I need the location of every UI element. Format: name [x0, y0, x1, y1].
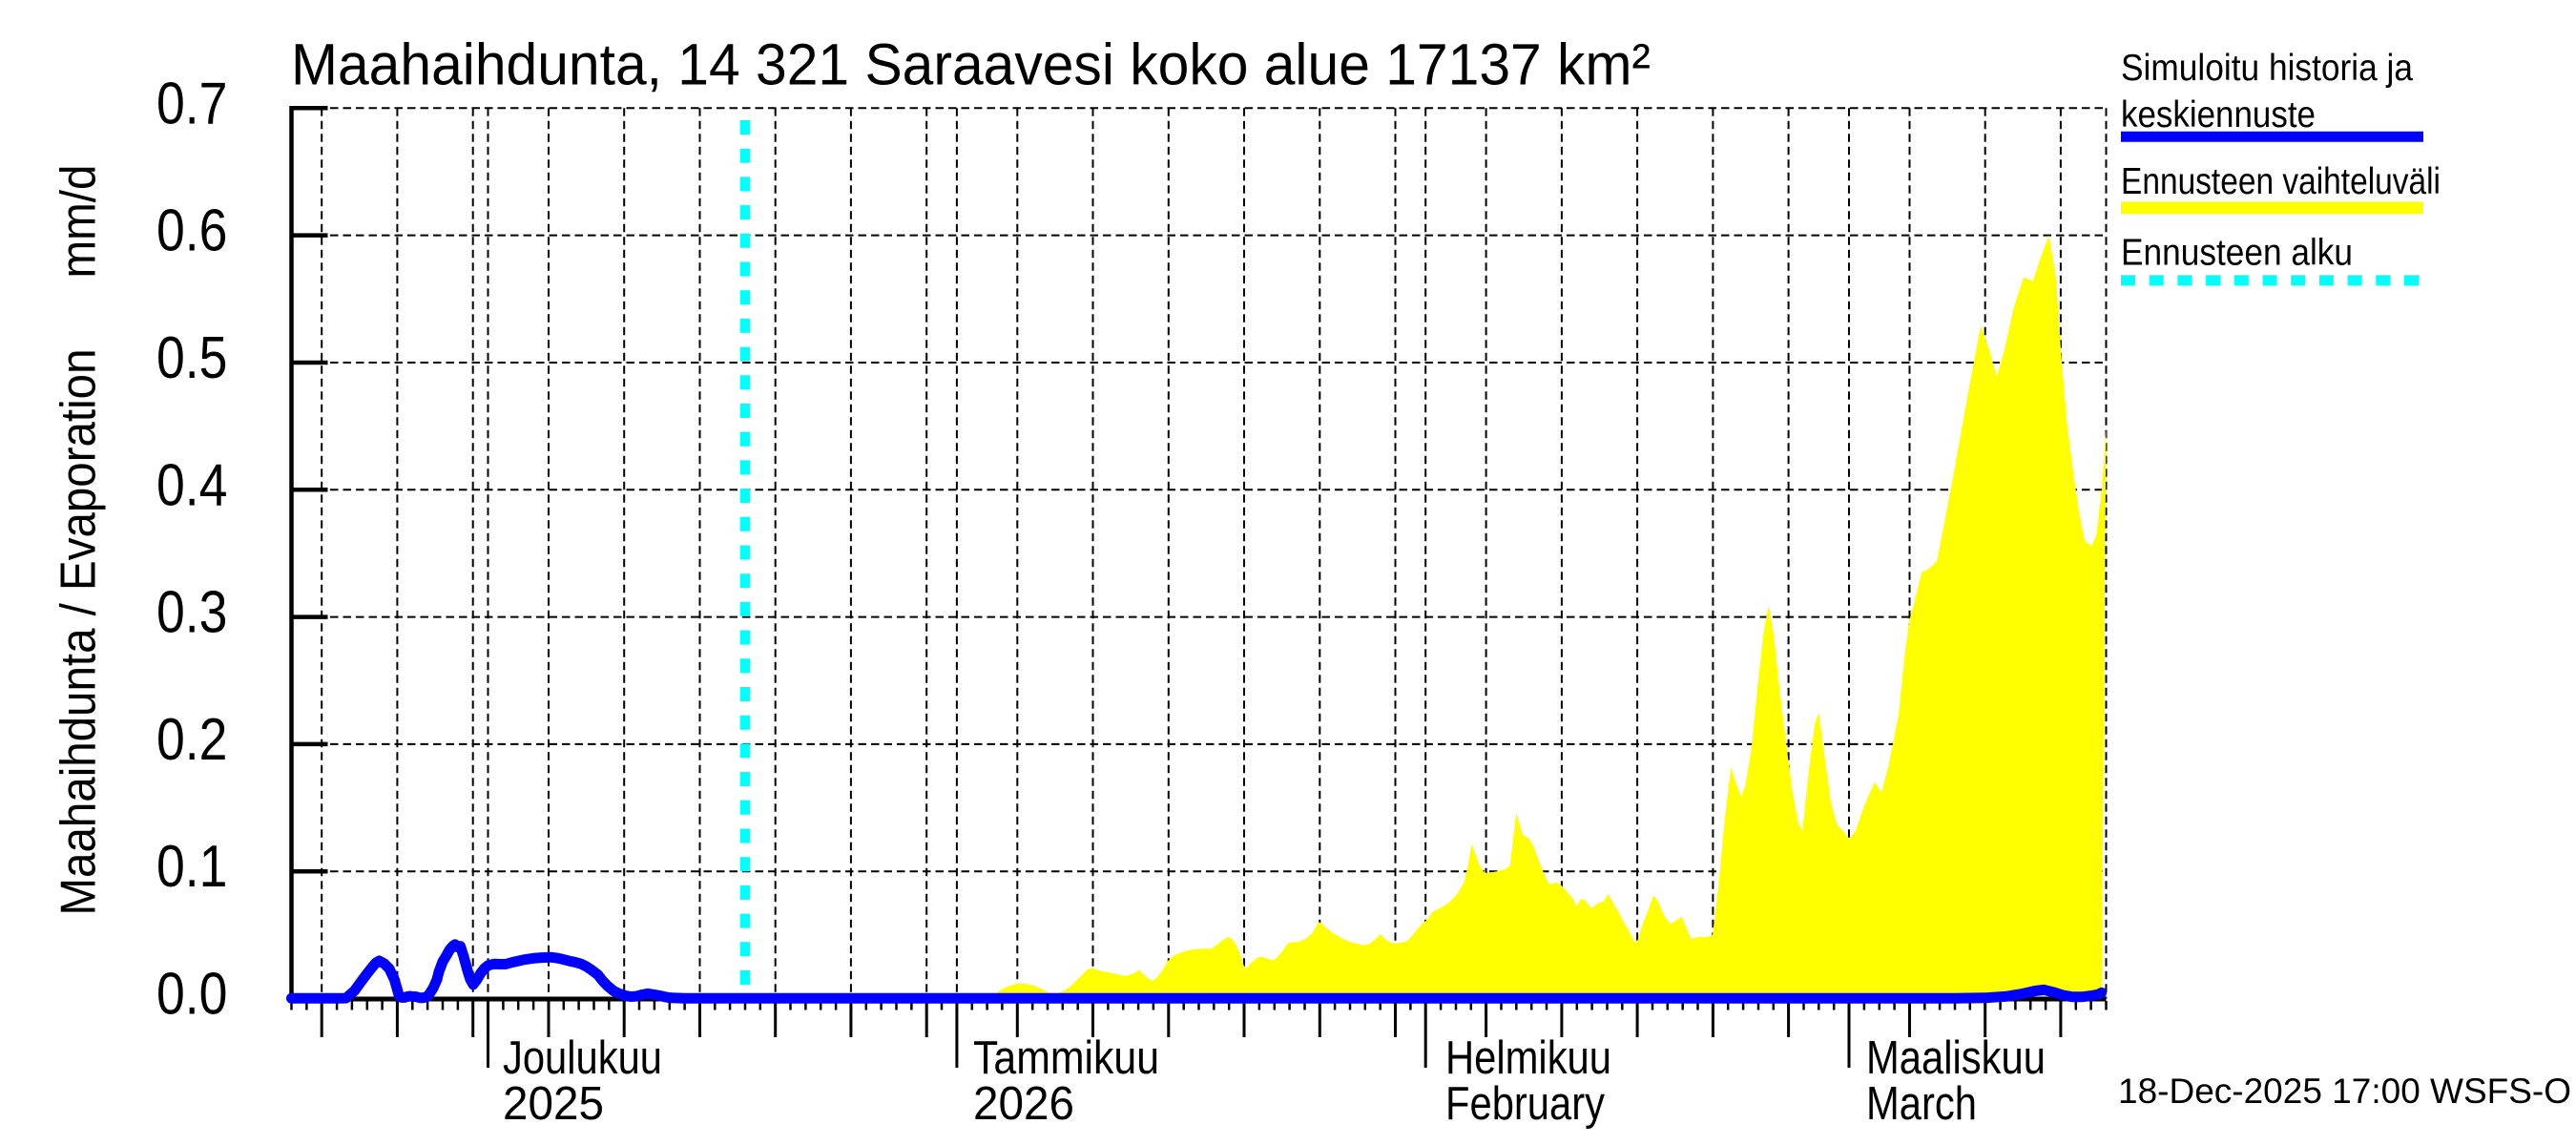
svg-text:Ennusteen vaihteluväli: Ennusteen vaihteluväli	[2121, 161, 2441, 202]
svg-text:2026: 2026	[973, 1078, 1074, 1130]
svg-text:0.0: 0.0	[156, 962, 228, 1028]
svg-text:0.3: 0.3	[156, 580, 228, 646]
svg-text:Maaliskuu: Maaliskuu	[1866, 1032, 2046, 1084]
svg-text:Maahaihdunta / Evaporation: Maahaihdunta / Evaporation	[52, 349, 107, 916]
svg-text:0.4: 0.4	[156, 452, 228, 518]
svg-text:0.1: 0.1	[156, 834, 228, 900]
svg-text:Simuloitu historia ja: Simuloitu historia ja	[2121, 48, 2414, 89]
svg-text:2025: 2025	[503, 1078, 604, 1130]
svg-text:0.2: 0.2	[156, 707, 228, 773]
svg-text:0.6: 0.6	[156, 198, 228, 264]
svg-text:March: March	[1866, 1078, 1977, 1130]
svg-text:Ennusteen alku: Ennusteen alku	[2121, 233, 2353, 274]
svg-text:February: February	[1445, 1078, 1605, 1130]
svg-text:Tammikuu: Tammikuu	[973, 1032, 1159, 1084]
svg-text:18-Dec-2025 17:00 WSFS-O: 18-Dec-2025 17:00 WSFS-O	[2118, 1072, 2571, 1111]
svg-text:Helmikuu: Helmikuu	[1445, 1032, 1611, 1084]
svg-text:keskiennuste: keskiennuste	[2121, 94, 2316, 135]
svg-text:mm/d: mm/d	[52, 165, 107, 279]
svg-text:0.7: 0.7	[156, 71, 228, 136]
svg-text:0.5: 0.5	[156, 325, 228, 391]
svg-text:Joulukuu: Joulukuu	[503, 1032, 662, 1084]
svg-text:Maahaihdunta, 14 321 Saraavesi: Maahaihdunta, 14 321 Saraavesi koko alue…	[291, 32, 1651, 97]
